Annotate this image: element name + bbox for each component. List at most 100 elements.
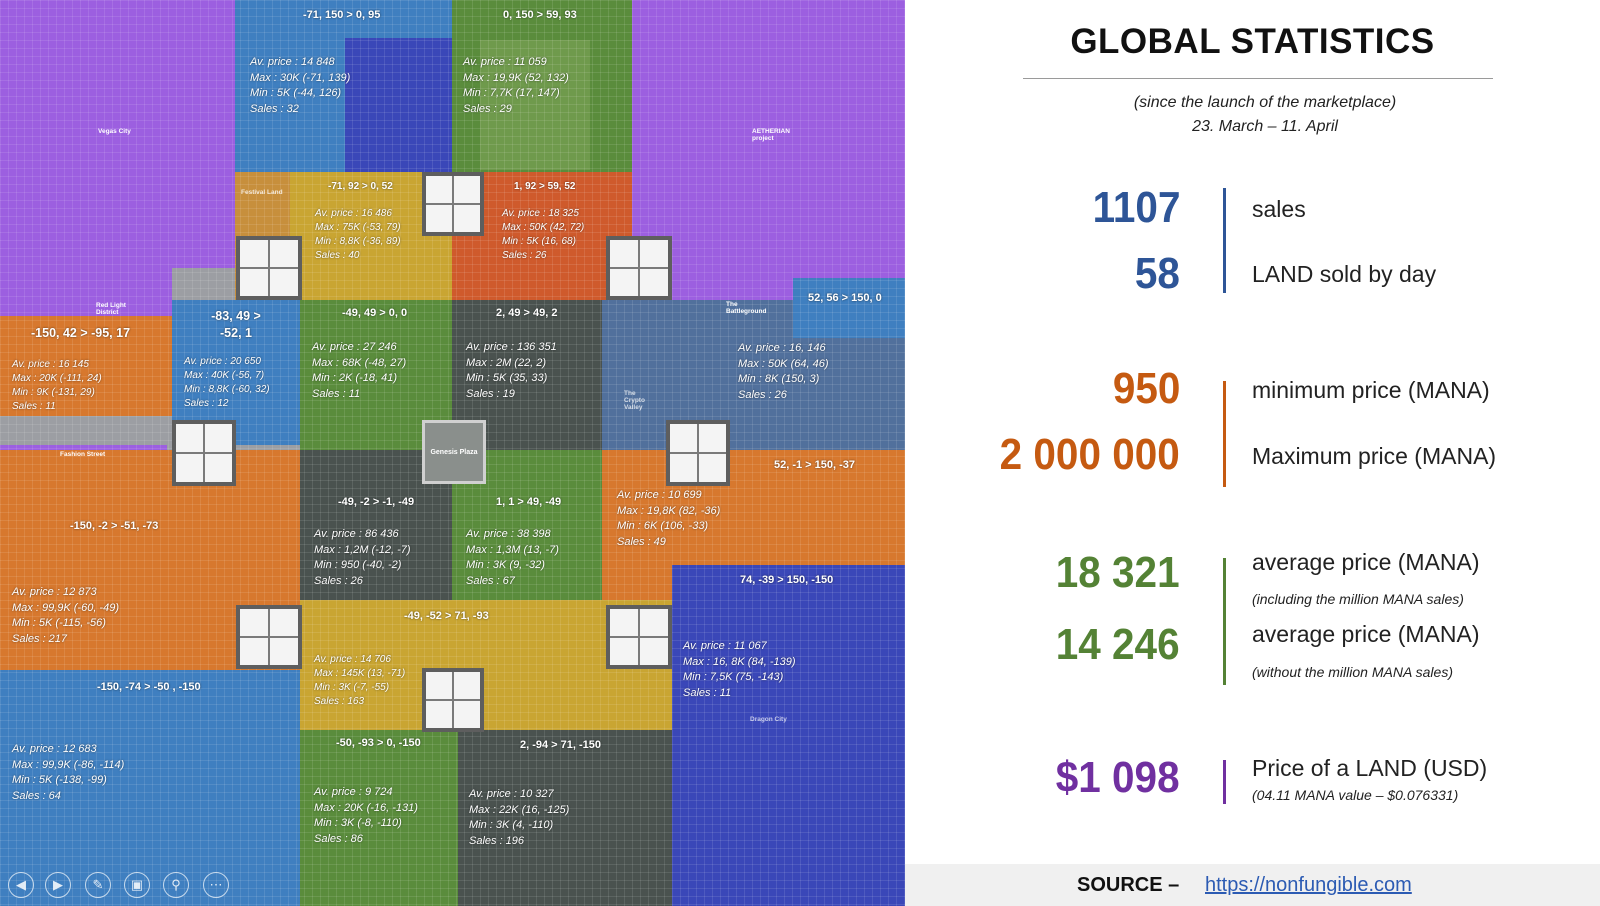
conference-block [480,40,590,170]
sales-count: Sales : 11 [312,387,361,400]
region-stats: Av. price : 11 059 Max : 19,9K (52, 132)… [463,55,569,117]
plaza-5 [666,420,730,486]
source-label: SOURCE – [1077,874,1180,896]
district-label-aetherian: AETHERIAN project [752,128,790,142]
region-coord: -49, 49 > 0, 0 [342,307,408,319]
stat-value-sales: 1107 [1092,183,1180,232]
region-coord: 1, 92 > 59, 52 [514,181,576,192]
plaza-7 [606,605,672,669]
back-icon[interactable]: ◀ [8,872,34,898]
max-price: Max : 50K (64, 46) [738,357,829,370]
sales-count: Sales : 163 [314,696,365,707]
avg-price: Av. price : 14 848 [250,56,335,68]
region-stats: Av. price : 12 873 Max : 99,9K (-60, -49… [12,585,119,647]
source-link[interactable]: https://nonfungible.com [1205,874,1412,896]
plaza-3 [606,236,672,300]
min-price: Min : 8,8K (-60, 32) [184,384,270,395]
max-price: Max : 99,9K (-86, -114) [12,758,125,771]
subtitle: (since the launch of the marketplace) [1133,94,1397,111]
stat-value-avg-incl: 18 321 [1056,548,1180,597]
min-price: Min : 7,5K (75, -143) [683,671,784,683]
plaza-6 [236,605,302,669]
region-block-5 [0,316,172,416]
region-coord: -71, 150 > 0, 95 [303,9,381,21]
max-price: Max : 20K (-111, 24) [12,373,102,384]
avg-price: Av. price : 38 398 [466,528,551,540]
avg-price: Av. price : 86 436 [314,528,399,540]
aetherian-block [632,0,905,278]
min-price: Min : 9K (-131, 29) [12,387,95,398]
region-stats: Av. price : 27 246 Max : 68K (-48, 27) M… [312,340,406,402]
stat-note-avg-excl: (without the million MANA sales) [1252,664,1453,680]
sales-count: Sales : 40 [315,250,360,261]
avg-price: Av. price : 12 873 [12,586,97,598]
land-map: Genesis Plaza Vegas City AETHERIAN proje… [0,0,905,906]
sales-count: Sales : 217 [12,632,68,645]
more-icon[interactable]: ⋯ [203,872,229,898]
forward-icon[interactable]: ▶ [45,872,71,898]
max-price: Max : 30K (-71, 139) [250,71,351,84]
min-price: Min : 2K (-18, 41) [312,372,397,384]
max-price: Max : 16, 8K (84, -139) [683,655,796,668]
stat-label-max-price: Maximum price (MANA) [1252,443,1497,469]
region-stats: Av. price : 86 436 Max : 1,2M (-12, -7) … [314,527,411,589]
district-label-dragon-city: Dragon City [750,716,787,723]
region-coord: -49, -2 > -1, -49 [338,496,415,508]
max-price: Max : 22K (16, -125) [469,803,570,816]
avg-price: Av. price : 20 650 [184,356,261,367]
date-range: 23. March – 11. April [1192,118,1338,135]
avg-price: Av. price : 16 486 [315,208,392,219]
min-price: Min : 5K (-44, 126) [250,87,342,99]
min-price: Min : 3K (-7, -55) [314,682,390,693]
region-stats: Av. price : 14 706 Max : 145K (13, -71) … [314,653,405,709]
avg-price: Av. price : 10 699 [617,489,702,501]
max-price: Max : 75K (-53, 79) [315,222,401,233]
avg-price: Av. price : 9 724 [314,786,393,798]
max-price: Max : 19,9K (52, 132) [463,71,569,84]
min-price: Min : 3K (4, -110) [469,819,554,831]
divider-bar [1223,558,1226,685]
stat-value-min-price: 950 [1112,364,1180,413]
avg-price: Av. price : 27 246 [312,341,397,353]
region-stats: Av. price : 16 486 Max : 75K (-53, 79) M… [315,207,401,263]
region-coord: 74, -39 > 150, -150 [740,574,834,586]
sales-count: Sales : 19 [466,387,515,400]
region-coord: -71, 92 > 0, 52 [328,181,393,192]
pages-icon[interactable]: ▣ [124,872,150,898]
district-label-crypto-valley: The Crypto Valley [624,390,645,411]
max-price: Max : 99,9K (-60, -49) [12,601,119,614]
max-price: Max : 68K (-48, 27) [312,356,407,369]
region-stats: Av. price : 38 398 Max : 1,3M (13, -7) M… [466,527,559,589]
max-price: Max : 145K (13, -71) [314,668,406,679]
region-coord: 1, 1 > 49, -49 [496,496,562,508]
max-price: Max : 20K (-16, -131) [314,801,418,814]
max-price: Max : 2M (22, 2) [466,356,547,369]
max-price: Max : 1,2M (-12, -7) [314,543,411,556]
sales-count: Sales : 26 [738,388,787,401]
sales-count: Sales : 32 [250,102,299,115]
region-stats: Av. price : 136 351 Max : 2M (22, 2) Min… [466,340,557,402]
sales-count: Sales : 67 [466,574,515,587]
sales-count: Sales : 26 [314,574,363,587]
sales-count: Sales : 196 [469,834,525,847]
plaza-2 [236,236,302,300]
avg-price: Av. price : 16, 146 [738,342,826,354]
avg-price: Av. price : 11 067 [683,640,767,652]
region-block-18 [458,730,672,906]
avg-price: Av. price : 10 327 [469,788,554,800]
sales-count: Sales : 11 [12,401,56,412]
page-title: GLOBAL STATISTICS [1070,22,1435,61]
district-label-red-light: Red Light District [96,302,126,316]
pen-icon[interactable]: ✎ [85,872,111,898]
stat-value-max-price: 2 000 000 [999,430,1180,479]
vegas-city-block [0,0,235,268]
district-label-festival-land: Festival Land [241,189,283,196]
region-block-9b [793,278,905,338]
zoom-icon[interactable]: ⚲ [163,872,189,898]
avg-price: Av. price : 18 325 [502,208,579,219]
region-stats: Av. price : 16, 146 Max : 50K (64, 46) M… [738,341,829,403]
min-price: Min : 3K (-8, -110) [314,817,402,829]
stat-note-avg-incl: (including the million MANA sales) [1252,591,1464,607]
stat-label-sales: sales [1252,196,1306,222]
sales-count: Sales : 64 [12,789,61,802]
